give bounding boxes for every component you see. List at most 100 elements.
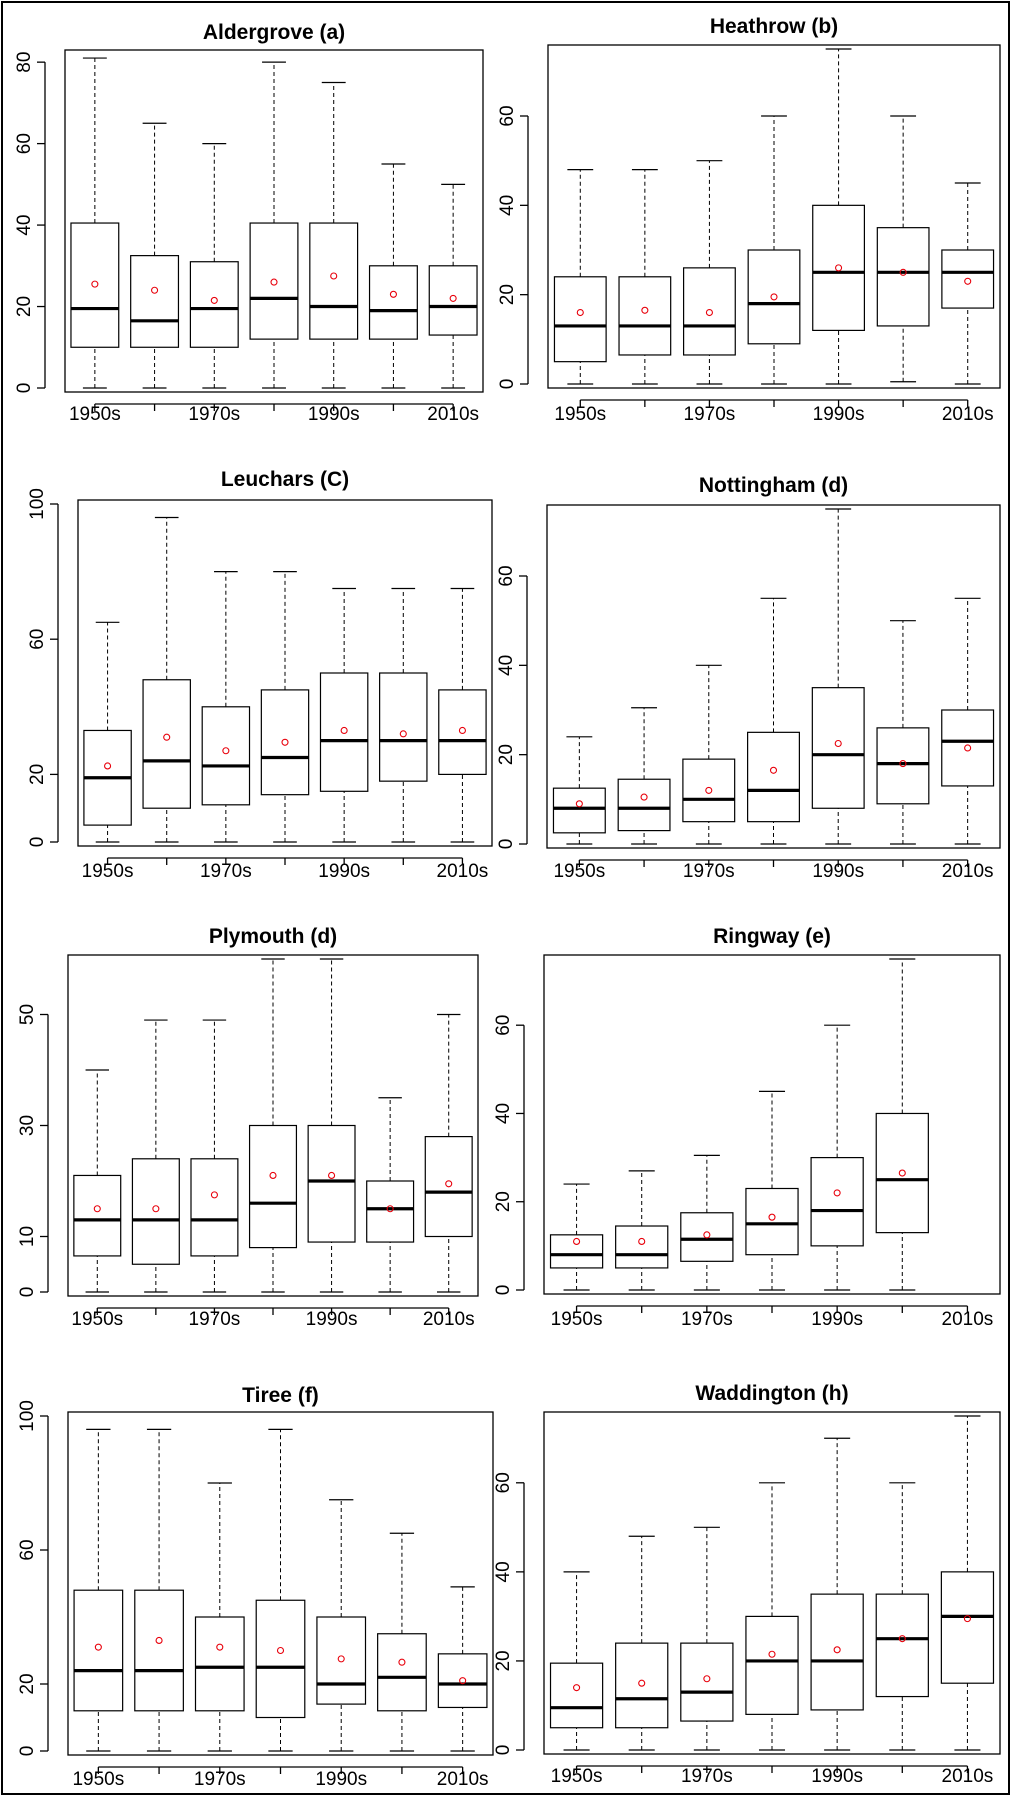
- y-tick-label: 0: [497, 379, 518, 390]
- mean-marker: [91, 280, 99, 288]
- chart-title: Ringway (e): [713, 925, 831, 948]
- box-iqr: [201, 706, 251, 806]
- chart-title: Waddington (h): [695, 1382, 848, 1405]
- box-iqr: [747, 731, 800, 823]
- box-iqr: [876, 227, 930, 327]
- x-tick-label: 2010s: [423, 1309, 475, 1330]
- mean-marker: [216, 1643, 224, 1651]
- x-tick-label: 1990s: [812, 861, 864, 882]
- mean-marker: [640, 793, 648, 801]
- mean-marker: [703, 1675, 711, 1683]
- box-2000s: [876, 115, 930, 383]
- box-iqr: [134, 1589, 184, 1712]
- y-tick-label: 20: [17, 1673, 38, 1694]
- box-iqr: [940, 1571, 995, 1684]
- mean-marker: [833, 1646, 841, 1654]
- x-tick-label: 1990s: [308, 404, 360, 425]
- x-tick-label: 1950s: [72, 1769, 124, 1790]
- y-tick-label: 60: [493, 1015, 514, 1036]
- mean-marker: [269, 1171, 277, 1179]
- box-iqr: [552, 787, 606, 834]
- box-1960s: [615, 1170, 669, 1291]
- box-2000s: [368, 163, 418, 389]
- box-1980s: [747, 597, 800, 845]
- mean-marker: [389, 290, 397, 298]
- plot-frame: [67, 954, 479, 1297]
- y-tick-label: 40: [496, 655, 517, 676]
- box-iqr: [307, 1124, 356, 1243]
- box-1950s: [552, 736, 606, 845]
- chart-panel-5: Plymouth (d) 0 10 30 50 1950s 1970s 1990s 2010s: [17, 925, 479, 1330]
- mean-marker: [152, 1205, 160, 1213]
- mean-marker: [94, 1643, 102, 1651]
- plot-frame: [546, 504, 1001, 849]
- mean-marker: [104, 762, 112, 770]
- y-tick-label: 100: [17, 1400, 38, 1432]
- box-1980s: [255, 1428, 306, 1752]
- chart-panel-1: Aldergrove (a) 0 20 40 60 80 1950s 1970s 1990s 20…: [14, 21, 484, 425]
- mean-marker: [899, 760, 907, 768]
- box-iqr: [142, 679, 191, 809]
- y-tick-label: 0: [493, 1285, 514, 1296]
- chart-panel-2: Heathrow (b) 0 20 40 60 1950s 1970s 1990s 2010s: [497, 15, 1001, 425]
- mean-marker: [398, 1658, 406, 1666]
- box-iqr: [549, 1662, 604, 1729]
- box-2000s: [366, 1097, 415, 1293]
- chart-panel-6: Ringway (e) 0 20 40 60 1950s 1970s 1990s 2010s: [493, 925, 1001, 1330]
- box-1950s: [553, 169, 607, 385]
- box-1980s: [249, 61, 299, 389]
- x-tick-label: 1950s: [71, 1309, 123, 1330]
- box-1970s: [201, 570, 251, 843]
- mean-marker: [163, 733, 171, 741]
- box-2010s: [940, 1415, 995, 1751]
- mean-marker: [703, 1231, 711, 1239]
- box-iqr: [615, 1642, 669, 1729]
- box-iqr: [941, 249, 995, 309]
- box-iqr: [73, 1174, 122, 1257]
- box-1990s: [810, 1024, 864, 1291]
- box-1990s: [810, 1437, 864, 1751]
- mean-marker: [93, 1205, 101, 1213]
- box-1950s: [549, 1183, 604, 1291]
- box-1990s: [307, 958, 356, 1293]
- mean-marker: [768, 1213, 776, 1221]
- box-1980s: [745, 1090, 799, 1291]
- y-tick-label: 40: [493, 1103, 514, 1124]
- chart-title: Aldergrove (a): [203, 21, 345, 44]
- x-tick-label: 2010s: [942, 1766, 994, 1787]
- box-iqr: [810, 1593, 864, 1711]
- mean-marker: [155, 1636, 163, 1644]
- box-1950s: [70, 57, 120, 389]
- x-tick-label: 2010s: [427, 404, 479, 425]
- box-1970s: [682, 664, 736, 845]
- box-1990s: [309, 81, 359, 389]
- box-1960s: [617, 707, 671, 845]
- mean-marker: [638, 1237, 646, 1246]
- y-tick-label: 40: [14, 215, 35, 236]
- mean-marker: [833, 1189, 841, 1197]
- box-iqr: [189, 261, 239, 348]
- box-2010s: [428, 183, 478, 389]
- mean-marker: [449, 294, 457, 302]
- x-tick-label: 1950s: [553, 861, 605, 882]
- box-1950s: [83, 621, 132, 843]
- mean-marker: [330, 272, 338, 280]
- box-iqr: [428, 265, 478, 336]
- mean-marker: [337, 1655, 345, 1663]
- x-tick-label: 1970s: [189, 1309, 241, 1330]
- box-1970s: [194, 1482, 245, 1752]
- chart-panel-4: Nottingham (d) 0 20 40 60 1950s 1970s 1990s 2010…: [496, 474, 1001, 882]
- plot-frame: [543, 1411, 1001, 1755]
- x-tick-label: 1970s: [188, 404, 240, 425]
- y-tick-label: 60: [14, 133, 35, 154]
- box-iqr: [941, 709, 995, 787]
- box-iqr: [190, 1158, 239, 1257]
- plot-frame: [543, 954, 1001, 1295]
- y-tick-label: 20: [496, 744, 517, 765]
- box-1990s: [319, 587, 369, 843]
- box-iqr: [875, 1112, 929, 1234]
- box-iqr: [368, 265, 418, 340]
- box-1950s: [549, 1571, 604, 1751]
- box-1960s: [131, 1019, 180, 1293]
